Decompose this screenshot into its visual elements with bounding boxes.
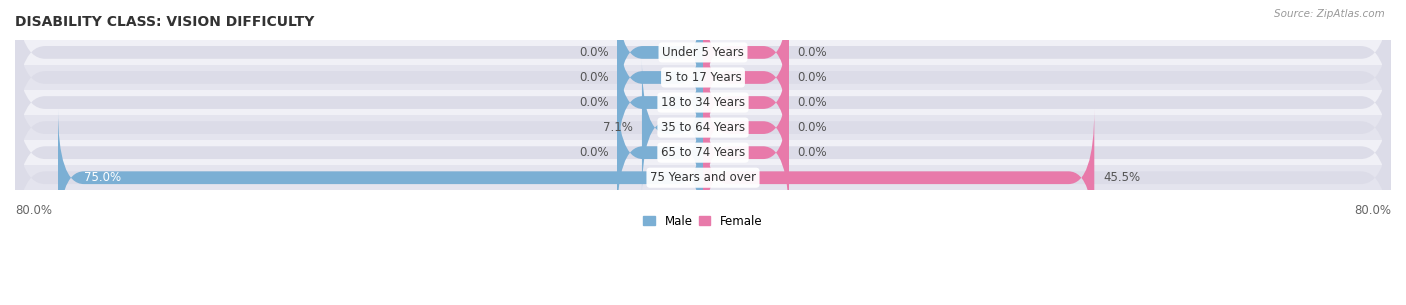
FancyBboxPatch shape <box>643 59 703 196</box>
Text: 75 Years and over: 75 Years and over <box>650 171 756 184</box>
Bar <box>15 165 1391 190</box>
Text: Source: ZipAtlas.com: Source: ZipAtlas.com <box>1274 9 1385 19</box>
FancyBboxPatch shape <box>617 34 703 171</box>
FancyBboxPatch shape <box>15 0 1391 134</box>
Legend: Male, Female: Male, Female <box>638 210 768 232</box>
FancyBboxPatch shape <box>703 109 1094 246</box>
FancyBboxPatch shape <box>703 0 789 121</box>
Text: DISABILITY CLASS: VISION DIFFICULTY: DISABILITY CLASS: VISION DIFFICULTY <box>15 15 315 29</box>
Text: 80.0%: 80.0% <box>15 204 52 217</box>
Text: 0.0%: 0.0% <box>797 146 827 159</box>
FancyBboxPatch shape <box>703 84 789 221</box>
Text: 5 to 17 Years: 5 to 17 Years <box>665 71 741 84</box>
Text: 80.0%: 80.0% <box>1354 204 1391 217</box>
Text: 75.0%: 75.0% <box>84 171 121 184</box>
FancyBboxPatch shape <box>617 9 703 146</box>
Bar <box>15 65 1391 90</box>
FancyBboxPatch shape <box>15 71 1391 234</box>
FancyBboxPatch shape <box>15 96 1391 259</box>
Bar <box>15 115 1391 140</box>
FancyBboxPatch shape <box>703 59 789 196</box>
FancyBboxPatch shape <box>58 109 703 246</box>
Bar <box>15 140 1391 165</box>
FancyBboxPatch shape <box>617 0 703 121</box>
Text: 0.0%: 0.0% <box>797 121 827 134</box>
Text: 0.0%: 0.0% <box>797 96 827 109</box>
Text: 0.0%: 0.0% <box>579 146 609 159</box>
FancyBboxPatch shape <box>703 9 789 146</box>
Text: 0.0%: 0.0% <box>579 96 609 109</box>
FancyBboxPatch shape <box>15 21 1391 184</box>
Text: 7.1%: 7.1% <box>603 121 633 134</box>
Bar <box>15 90 1391 115</box>
Text: 18 to 34 Years: 18 to 34 Years <box>661 96 745 109</box>
Text: 0.0%: 0.0% <box>579 46 609 59</box>
Bar <box>15 40 1391 65</box>
FancyBboxPatch shape <box>703 34 789 171</box>
FancyBboxPatch shape <box>617 84 703 221</box>
FancyBboxPatch shape <box>15 46 1391 209</box>
Text: 0.0%: 0.0% <box>579 71 609 84</box>
Text: 0.0%: 0.0% <box>797 71 827 84</box>
Text: 45.5%: 45.5% <box>1102 171 1140 184</box>
Text: 35 to 64 Years: 35 to 64 Years <box>661 121 745 134</box>
Text: Under 5 Years: Under 5 Years <box>662 46 744 59</box>
Text: 65 to 74 Years: 65 to 74 Years <box>661 146 745 159</box>
FancyBboxPatch shape <box>15 0 1391 159</box>
Text: 0.0%: 0.0% <box>797 46 827 59</box>
